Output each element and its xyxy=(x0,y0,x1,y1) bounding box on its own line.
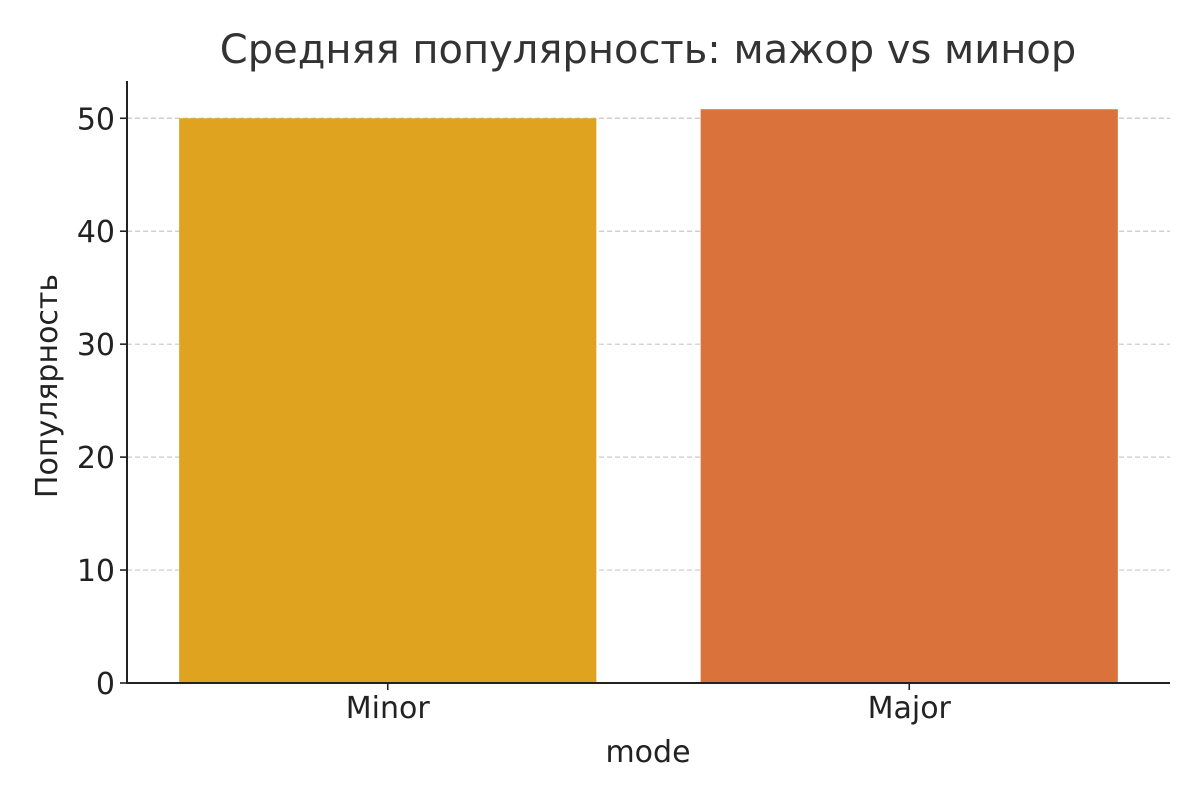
y-tick-label: 10 xyxy=(77,554,115,589)
bar-major xyxy=(700,109,1118,684)
y-tick-label: 30 xyxy=(77,328,115,363)
y-tick-label: 20 xyxy=(77,441,115,476)
x-axis-label: mode xyxy=(605,735,690,770)
y-tick-label: 0 xyxy=(96,667,115,702)
chart-title: Средняя популярность: мажор vs минор xyxy=(220,27,1076,73)
ticks: 0 10 20 30 40 50 Minor Major xyxy=(77,102,952,726)
axes xyxy=(126,81,1170,684)
x-tick-label: Minor xyxy=(346,691,431,726)
bar-minor xyxy=(179,118,597,684)
y-axis-label: Популярность xyxy=(30,274,65,498)
bars xyxy=(179,109,1118,684)
grid xyxy=(127,117,1170,571)
y-tick-label: 50 xyxy=(77,102,115,137)
y-tick-label: 40 xyxy=(77,215,115,250)
x-tick-label: Major xyxy=(868,691,952,726)
